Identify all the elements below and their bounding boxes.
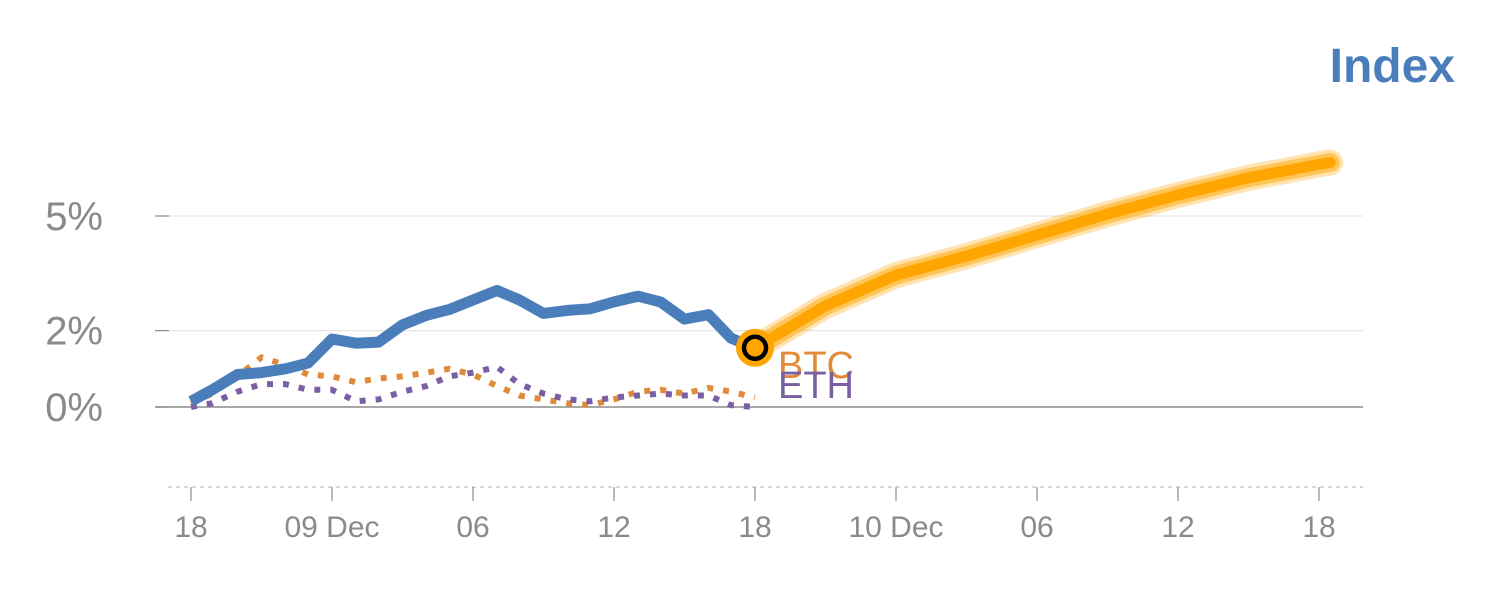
forecast-band-outer bbox=[742, 149, 1344, 361]
index-series-line bbox=[188, 285, 758, 407]
btc-label: BTC bbox=[778, 345, 854, 387]
x-tick-label: 18 bbox=[174, 511, 207, 544]
y-tick-label: 2% bbox=[45, 310, 103, 354]
chart-title: Index bbox=[1330, 40, 1456, 93]
y-tick-label: 5% bbox=[45, 195, 103, 239]
axes: 0% 2% 5% 18 09 Dec 06 12 18 10 Dec 06 12 18 bbox=[45, 195, 1363, 544]
x-tick-label: 12 bbox=[597, 511, 630, 544]
eth-series-line bbox=[190, 363, 756, 410]
x-tick-label: 10 Dec bbox=[848, 511, 943, 544]
x-tick-label: 06 bbox=[456, 511, 489, 544]
junction-marker-halo bbox=[736, 328, 774, 367]
series bbox=[188, 149, 1344, 410]
forecast-series-line bbox=[749, 157, 1336, 354]
junction-marker-ring bbox=[741, 334, 769, 362]
x-tick-label: 09 Dec bbox=[284, 511, 379, 544]
y-tick-label: 0% bbox=[45, 386, 103, 430]
x-tick-label: 12 bbox=[1161, 511, 1194, 544]
btc-series-line bbox=[189, 354, 756, 409]
x-tick-label: 06 bbox=[1020, 511, 1053, 544]
x-tick-label: 18 bbox=[1302, 511, 1335, 544]
x-tick-label: 18 bbox=[738, 511, 771, 544]
eth-label: ETH bbox=[778, 365, 854, 407]
